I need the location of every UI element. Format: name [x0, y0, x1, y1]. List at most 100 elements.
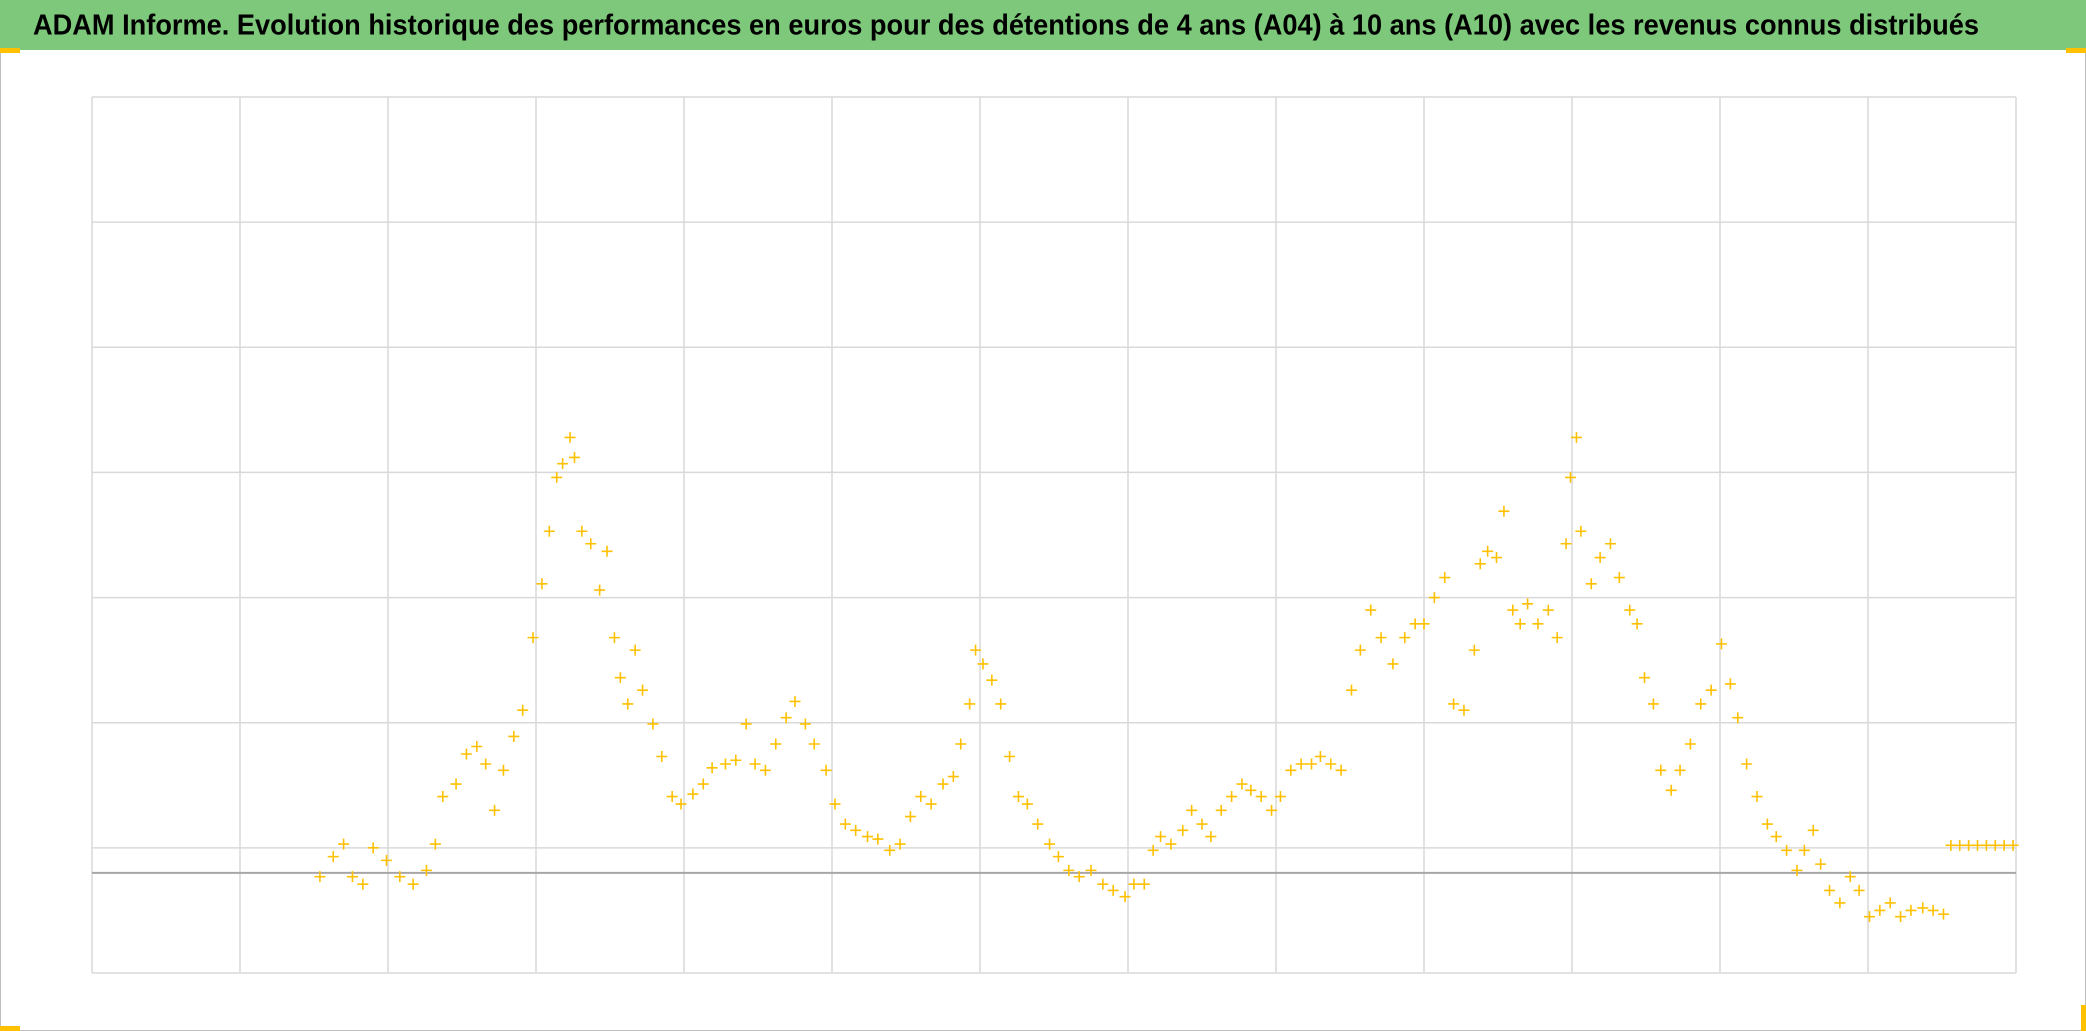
marker	[527, 632, 539, 644]
marker	[1119, 891, 1131, 903]
marker	[1613, 572, 1625, 584]
marker	[977, 658, 989, 670]
marker	[1604, 538, 1616, 550]
marker	[675, 798, 687, 810]
marker	[543, 525, 555, 537]
marker	[536, 578, 548, 590]
marker	[497, 764, 509, 776]
marker	[872, 833, 884, 845]
marker	[1522, 598, 1534, 610]
marker	[1306, 758, 1318, 770]
marker	[1325, 758, 1337, 770]
marker	[1905, 904, 1917, 916]
plot-area	[314, 431, 2019, 923]
marker	[687, 788, 699, 800]
marker	[839, 818, 851, 830]
marker	[995, 698, 1007, 710]
marker	[622, 698, 634, 710]
marker	[1895, 911, 1907, 923]
marker	[1439, 572, 1451, 584]
marker	[1853, 884, 1865, 896]
marker	[730, 754, 742, 766]
marker	[808, 738, 820, 750]
marker	[1266, 804, 1278, 816]
marker	[2007, 839, 2019, 851]
marker	[480, 758, 492, 770]
marker	[1012, 791, 1024, 803]
marker	[1399, 632, 1411, 644]
marker	[1815, 858, 1827, 870]
marker	[1705, 684, 1717, 696]
marker	[1834, 897, 1846, 909]
marker	[1138, 878, 1150, 890]
marker	[1155, 831, 1167, 843]
marker	[1874, 904, 1886, 916]
marker	[1542, 604, 1554, 616]
marker	[647, 718, 659, 730]
marker	[1128, 878, 1140, 890]
marker	[937, 778, 949, 790]
marker	[1761, 818, 1773, 830]
marker	[1781, 844, 1793, 856]
marker	[420, 864, 432, 876]
marker	[780, 712, 792, 724]
marker	[955, 738, 967, 750]
marker	[1791, 864, 1803, 876]
marker	[1177, 824, 1189, 836]
marker	[1004, 751, 1016, 763]
marker	[1624, 604, 1636, 616]
marker	[629, 644, 641, 656]
marker	[1085, 864, 1097, 876]
corner-mark	[0, 1026, 20, 1031]
marker	[1937, 908, 1949, 920]
marker	[1770, 831, 1782, 843]
marker	[666, 791, 678, 803]
marker	[314, 871, 326, 883]
marker	[1205, 831, 1217, 843]
marker	[964, 698, 976, 710]
marker	[1387, 658, 1399, 670]
marker	[1063, 864, 1075, 876]
marker	[1196, 818, 1208, 830]
marker	[1507, 604, 1519, 616]
marker	[1560, 538, 1572, 550]
chart-title: ADAM Informe. Evolution historique des p…	[33, 10, 1979, 42]
marker	[1335, 764, 1347, 776]
marker	[517, 704, 529, 716]
marker	[1032, 818, 1044, 830]
marker	[656, 751, 668, 763]
marker	[820, 764, 832, 776]
marker	[789, 695, 801, 707]
marker	[394, 871, 406, 883]
marker	[1285, 764, 1297, 776]
marker	[1255, 791, 1267, 803]
marker	[1073, 871, 1085, 883]
marker	[1186, 804, 1198, 816]
marker	[1418, 618, 1430, 630]
marker	[1724, 678, 1736, 690]
marker	[1884, 897, 1896, 909]
marker	[357, 878, 369, 890]
marker	[327, 851, 339, 863]
marker	[1097, 878, 1109, 890]
marker	[1585, 578, 1597, 590]
marker	[637, 684, 649, 696]
marker	[1107, 884, 1119, 896]
marker	[697, 778, 709, 790]
marker	[1236, 778, 1248, 790]
corner-mark	[0, 48, 20, 53]
marker	[1345, 684, 1357, 696]
marker	[1565, 471, 1577, 483]
marker	[551, 471, 563, 483]
marker	[450, 778, 462, 790]
marker	[489, 804, 501, 816]
marker	[719, 758, 731, 770]
marker	[829, 798, 841, 810]
marker	[1631, 618, 1643, 630]
marker	[381, 854, 393, 866]
marker	[508, 730, 520, 742]
marker	[1674, 764, 1686, 776]
marker	[1575, 525, 1587, 537]
marker	[1491, 552, 1503, 564]
marker	[1245, 784, 1257, 796]
